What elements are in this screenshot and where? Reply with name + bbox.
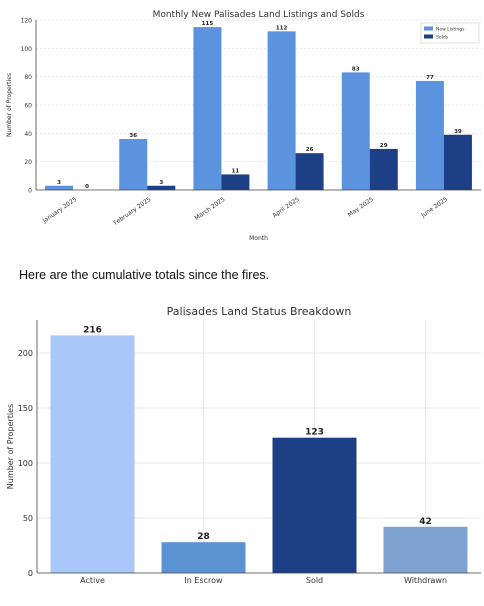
- bar-value-label: 115: [202, 21, 214, 27]
- chart-title: Palisades Land Status Breakdown: [167, 305, 352, 318]
- legend-label: New Listings: [436, 27, 465, 33]
- legend-swatch: [424, 26, 433, 31]
- x-tick-label: February 2025: [113, 196, 153, 227]
- new-listings-bar: [341, 72, 370, 190]
- x-tick-label: April 2025: [271, 196, 300, 220]
- solds-bar: [221, 174, 250, 190]
- new-listings-bar: [415, 80, 444, 190]
- y-tick-label: 80: [24, 74, 32, 81]
- y-tick-label: 0: [28, 569, 33, 578]
- bar-value-label: 3: [159, 180, 163, 186]
- bar-value-label: 36: [129, 133, 137, 139]
- bar-value-label: 42: [419, 517, 432, 527]
- x-axis-label: Month: [249, 235, 268, 242]
- y-tick-label: 0: [28, 188, 32, 195]
- new-listings-bar: [119, 139, 148, 190]
- bar-value-label: 77: [426, 75, 434, 81]
- new-listings-bar: [45, 185, 74, 190]
- bar-value-label: 3: [57, 180, 61, 186]
- bar-value-label: 26: [306, 147, 314, 153]
- bar-value-label: 0: [85, 184, 89, 190]
- bar-value-label: 28: [197, 532, 210, 542]
- new-listings-bar: [267, 31, 296, 191]
- x-tick-label: Withdrawn: [404, 576, 447, 585]
- y-tick-label: 100: [21, 46, 33, 53]
- bar-value-label: 11: [232, 168, 240, 174]
- x-tick-label: May 2025: [347, 196, 375, 219]
- x-tick-label: June 2025: [419, 196, 449, 220]
- chart-title: Monthly New Palisades Land Listings and …: [153, 10, 365, 20]
- bar-value-label: 123: [305, 428, 324, 438]
- legend: New Listings Solds: [420, 22, 480, 44]
- status-bar: [272, 437, 357, 573]
- solds-bar: [295, 153, 324, 190]
- y-axis-label: Number of Properties: [6, 404, 15, 489]
- caption-text: Here are the cumulative totals since the…: [19, 268, 270, 282]
- status-bar: [161, 542, 246, 573]
- y-tick-label: 60: [24, 103, 32, 110]
- x-tick-label: Sold: [306, 576, 323, 585]
- y-tick-label: 200: [18, 349, 33, 358]
- y-axis-label: Number of Properties: [6, 73, 13, 137]
- solds-bar: [147, 185, 176, 190]
- y-tick-label: 50: [23, 514, 33, 523]
- new-listings-bar: [193, 27, 222, 191]
- monthly-listings-chart: 0 20 40 60 80 100 120 3 0 January 2025 36 3 February…: [6, 10, 481, 242]
- bar-value-label: 216: [83, 325, 102, 335]
- x-tick-label: March 2025: [193, 196, 226, 222]
- bar-value-label: 39: [454, 129, 462, 135]
- x-tick-label: January 2025: [41, 196, 79, 225]
- y-tick-label: 100: [18, 459, 33, 468]
- status-bar: [50, 335, 135, 573]
- x-tick-label: In Escrow: [184, 576, 223, 585]
- y-tick-label: 40: [24, 131, 32, 138]
- status-bar: [383, 526, 468, 573]
- status-breakdown-chart: 0 50 100 150 200 216 Active 28 In Escrow 123 Sold 4…: [6, 305, 481, 585]
- legend-box: [420, 22, 480, 44]
- y-tick-label: 150: [18, 404, 33, 413]
- y-tick-label: 120: [21, 18, 33, 25]
- y-tick-label: 20: [24, 159, 32, 166]
- legend-label: Solds: [436, 35, 449, 41]
- bar-value-label: 83: [352, 66, 360, 72]
- solds-bar: [443, 134, 472, 190]
- legend-swatch: [424, 34, 433, 39]
- solds-bar: [369, 148, 398, 190]
- bar-value-label: 112: [276, 25, 288, 31]
- bar-value-label: 29: [380, 143, 388, 149]
- x-tick-label: Active: [80, 576, 105, 585]
